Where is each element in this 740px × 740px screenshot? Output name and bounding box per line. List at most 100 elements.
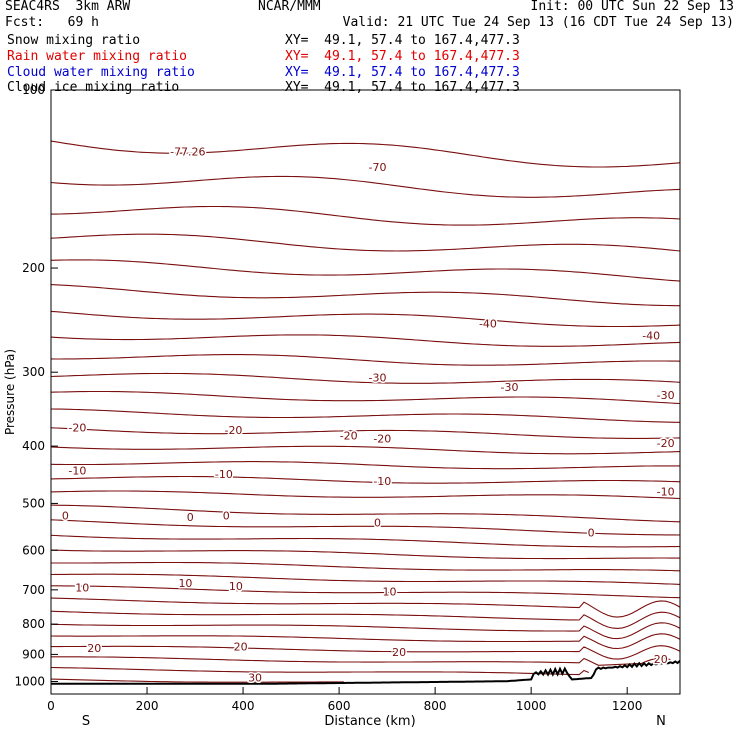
contour-label: 20 [392,646,406,659]
contour-line [50,354,681,366]
contour-line [50,372,681,384]
endpoint-south: S [82,714,90,729]
y-tick-label: 500 [22,496,45,510]
init-time: Init: 00 UTC Sun 22 Sep 13 [530,0,735,14]
contour-label: 0 [588,527,595,540]
forecast-hour: Fcst: 69 h [5,15,99,30]
x-tick-label: 600 [328,699,351,713]
contour-label: -10 [373,475,391,488]
contour-label: -40 [642,329,660,342]
x-tick-label: 800 [424,699,447,713]
contour-label: 30 [248,671,262,684]
contour-line [50,678,344,683]
contour-line [50,334,681,347]
contour-line [50,610,681,629]
field-xy-rain: XY= 49.1, 57.4 to 167.4,477.3 [285,49,520,64]
contour-line [50,573,681,585]
contour-line [50,461,680,470]
contour-line [51,645,681,660]
contour-line [50,140,681,168]
y-tick-label: 900 [22,647,45,661]
y-tick-label-top: 100 [22,83,45,97]
contour-label: -70 [369,161,387,174]
field-name-snow: Snow mixing ratio [7,33,141,48]
contour-label: -30 [657,389,675,402]
contour-line [50,549,680,560]
valid-time: Valid: 21 UTC Tue 24 Sep 13 (16 CDT Tue … [342,15,734,30]
field-name-cloud-water: Cloud water mixing ratio [7,65,195,80]
field-xy-cloud-ice: XY= 49.1, 57.4 to 167.4,477.3 [285,80,520,95]
contour-line [50,475,681,484]
contour-line [51,585,681,599]
contour-line [50,259,681,282]
contour-line [50,622,681,640]
endpoint-north: N [656,714,666,729]
field-xy-cloud-water: XY= 49.1, 57.4 to 167.4,477.3 [285,65,520,80]
x-axis-label: Distance (km) [324,714,415,729]
field-name-cloud-ice: Cloud ice mixing ratio [7,80,180,95]
contour-label: 10 [178,577,192,590]
x-tick-label: 1000 [516,699,547,713]
contour-label: 10 [75,582,89,595]
contour-line [51,205,681,226]
x-tick-label: 0 [47,699,55,713]
y-axis-label: Pressure (hPa) [3,349,17,435]
chart-title-center: NCAR/MMM [258,0,321,14]
y-tick-label: 200 [22,261,45,275]
contour-line [50,519,681,536]
y-tick-label: 600 [22,543,45,557]
contour-label: -20 [340,430,358,443]
axes: 0 200 400 600 800 1000 12002003004005006007008… [14,83,642,713]
y-tick-label: 800 [22,617,45,631]
contour-label: 0 [62,509,69,522]
contour-line [50,633,681,650]
contour-line [50,175,681,198]
plot-frame [50,89,681,695]
contour-label: -10 [657,485,675,498]
contour-line [50,597,681,618]
contour-label: -20 [68,421,86,434]
contour-label: -30 [501,381,519,394]
contour-label: -20 [373,432,391,445]
contour-lines [50,140,681,683]
contour-label: 0 [374,517,381,530]
contour-label: 10 [383,585,397,598]
contour-labels: -77.26 -70 -40 -40 -30 -30 -30 -20 -20 -20 -20 -20 -… [60,144,676,686]
contour-line [50,427,681,439]
field-name-rain: Rain water mixing ratio [7,49,188,64]
x-tick-label: 400 [232,699,255,713]
terrain-layer [51,659,681,685]
y-tick-label: 300 [22,365,45,379]
x-tick-label: 200 [136,699,159,713]
x-tick-label: 1200 [612,699,643,713]
contour-line [50,390,681,405]
contour-label: 0 [223,509,230,522]
contour-line [50,666,590,676]
contour-line [51,656,671,666]
contour-label: 0 [187,511,194,524]
contour-line [50,408,680,423]
terrain-line [51,659,681,685]
contour-line [50,284,680,307]
chart-title-left: SEAC4RS 3km ARW [5,0,131,14]
contour-line [50,233,681,252]
field-xy-snow: XY= 49.1, 57.4 to 167.4,477.3 [285,33,520,48]
contour-label: 20 [87,642,101,655]
y-tick-label: 700 [22,583,45,597]
contour-label: 10 [229,580,243,593]
y-tick-label: 1000 [14,674,45,688]
contour-line [50,445,681,455]
contour-label: -77.26 [170,145,205,158]
contour-label: -20 [224,424,242,437]
contour-label: 20 [234,641,248,654]
y-tick-label: 400 [22,439,45,453]
contour-line [51,561,681,572]
contour-line [50,310,681,328]
contour-line [50,534,681,548]
contour-label: -30 [369,371,387,384]
contour-label: -10 [68,465,86,478]
contour-label: -40 [479,317,497,330]
contour-label: -10 [215,468,233,481]
contour-line [50,490,681,500]
